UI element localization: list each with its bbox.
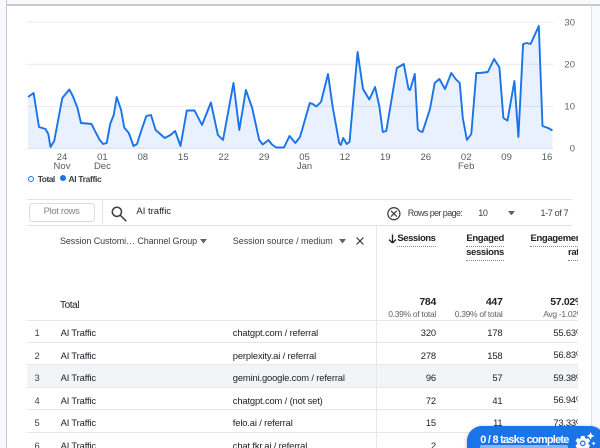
svg-text:12: 12 bbox=[340, 152, 351, 163]
svg-text:Jan: Jan bbox=[297, 161, 312, 172]
svg-text:01: 01 bbox=[97, 152, 108, 163]
svg-text:29: 29 bbox=[259, 152, 270, 163]
svg-text:Nov: Nov bbox=[54, 161, 71, 172]
svg-text:22: 22 bbox=[218, 152, 229, 163]
svg-text:15: 15 bbox=[178, 152, 189, 163]
svg-text:24: 24 bbox=[57, 152, 68, 163]
svg-text:10: 10 bbox=[564, 102, 575, 113]
svg-text:05: 05 bbox=[299, 152, 310, 163]
svg-text:02: 02 bbox=[461, 152, 472, 163]
svg-text:09: 09 bbox=[501, 152, 512, 163]
svg-text:19: 19 bbox=[380, 152, 391, 163]
svg-text:30: 30 bbox=[564, 18, 575, 29]
svg-text:20: 20 bbox=[564, 60, 575, 71]
svg-text:Feb: Feb bbox=[458, 161, 474, 172]
svg-text:26: 26 bbox=[421, 152, 432, 163]
svg-text:08: 08 bbox=[138, 152, 149, 163]
svg-text:0: 0 bbox=[570, 144, 575, 155]
svg-text:16: 16 bbox=[542, 152, 553, 163]
svg-text:Dec: Dec bbox=[94, 161, 111, 172]
